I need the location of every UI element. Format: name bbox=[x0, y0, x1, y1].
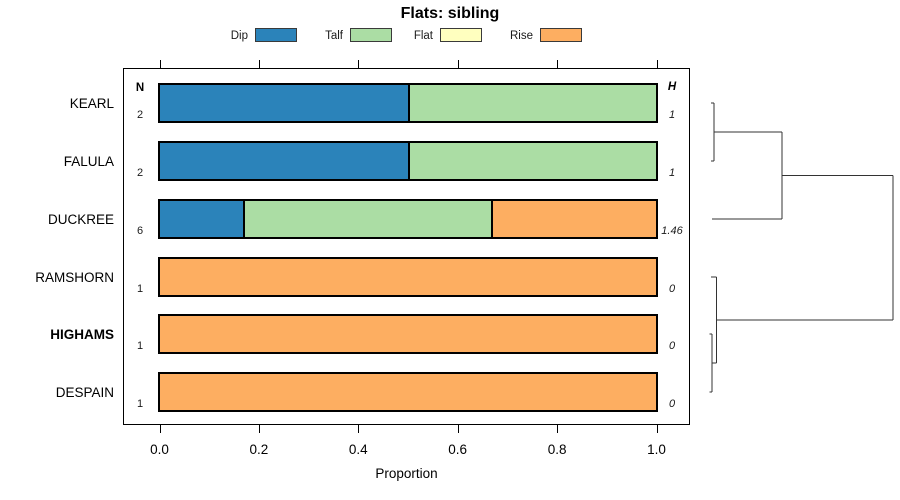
row-label-ramshorn: RAMSHORN bbox=[35, 269, 114, 285]
x-tick-label-1.0: 1.0 bbox=[647, 442, 666, 457]
stacked-bar-highams bbox=[158, 314, 658, 354]
x-tick-bottom-0.0 bbox=[159, 425, 161, 433]
x-tick-top-0.2 bbox=[258, 59, 260, 68]
stacked-bar-despain bbox=[158, 372, 658, 412]
x-tick-bottom-0.8 bbox=[557, 425, 559, 433]
stacked-bar-duckree bbox=[158, 199, 658, 239]
x-tick-label-0.8: 0.8 bbox=[547, 442, 567, 457]
x-tick-top-0.4 bbox=[358, 59, 360, 68]
n-value-highams: 1 bbox=[136, 340, 144, 352]
stacked-bar-falula bbox=[158, 141, 658, 181]
row-label-kearl: KEARL bbox=[69, 95, 114, 111]
x-tick-label-0.2: 0.2 bbox=[249, 442, 269, 457]
bar-segment-falula-talf bbox=[408, 143, 656, 179]
legend-label-flat: Flat bbox=[413, 30, 433, 42]
legend-swatch-talf bbox=[350, 28, 392, 42]
n-value-kearl: 2 bbox=[136, 109, 144, 121]
row-label-falula: FALULA bbox=[63, 153, 114, 169]
legend-swatch-dip bbox=[255, 28, 297, 42]
h-value-despain: 0 bbox=[668, 398, 676, 410]
bar-segment-ramshorn-rise bbox=[160, 259, 656, 295]
x-tick-label-0.6: 0.6 bbox=[448, 442, 468, 457]
stacked-bar-kearl bbox=[158, 83, 658, 123]
n-column-header: N bbox=[135, 82, 145, 94]
x-tick-label-0.0: 0.0 bbox=[150, 442, 169, 457]
bar-segment-duckree-dip bbox=[160, 201, 243, 237]
h-value-ramshorn: 0 bbox=[668, 283, 676, 295]
legend-label-talf: Talf bbox=[325, 30, 343, 42]
x-tick-bottom-1.0 bbox=[656, 425, 658, 433]
x-tick-top-0.8 bbox=[557, 59, 559, 68]
h-value-highams: 0 bbox=[668, 340, 676, 352]
row-label-duckree: DUCKREE bbox=[47, 211, 114, 227]
row-label-highams: HIGHAMS bbox=[50, 326, 114, 342]
row-label-despain: DESPAIN bbox=[55, 384, 114, 400]
x-axis-title: Proportion bbox=[375, 466, 438, 481]
bar-segment-kearl-talf bbox=[408, 85, 656, 121]
plot-area-border bbox=[123, 68, 690, 425]
h-value-duckree: 1.46 bbox=[661, 225, 683, 237]
legend-swatch-rise bbox=[540, 28, 582, 42]
bar-segment-despain-rise bbox=[160, 374, 656, 410]
h-value-falula: 1 bbox=[668, 167, 676, 179]
n-value-duckree: 6 bbox=[136, 225, 144, 237]
x-tick-top-0.6 bbox=[457, 59, 459, 68]
n-value-despain: 1 bbox=[136, 398, 144, 410]
legend-swatch-flat bbox=[440, 28, 482, 42]
bar-segment-highams-rise bbox=[160, 316, 656, 352]
x-tick-top-0.0 bbox=[159, 59, 161, 68]
x-tick-bottom-0.2 bbox=[258, 425, 260, 433]
h-column-header: H bbox=[667, 81, 677, 93]
bar-segment-duckree-talf bbox=[242, 201, 491, 237]
bar-segment-duckree-rise bbox=[490, 201, 656, 237]
x-tick-label-0.4: 0.4 bbox=[348, 442, 368, 457]
stacked-bar-ramshorn bbox=[158, 257, 658, 297]
n-value-ramshorn: 1 bbox=[136, 283, 144, 295]
legend-label-rise: Rise bbox=[509, 30, 533, 42]
chart-title: Flats: sibling bbox=[400, 5, 500, 22]
bar-segment-kearl-dip bbox=[160, 85, 408, 121]
h-value-kearl: 1 bbox=[668, 109, 676, 121]
bar-segment-falula-dip bbox=[160, 143, 408, 179]
n-value-falula: 2 bbox=[136, 167, 144, 179]
x-tick-bottom-0.4 bbox=[358, 425, 360, 433]
legend-label-dip: Dip bbox=[230, 30, 248, 42]
x-tick-top-1.0 bbox=[656, 59, 658, 68]
x-tick-bottom-0.6 bbox=[457, 425, 459, 433]
